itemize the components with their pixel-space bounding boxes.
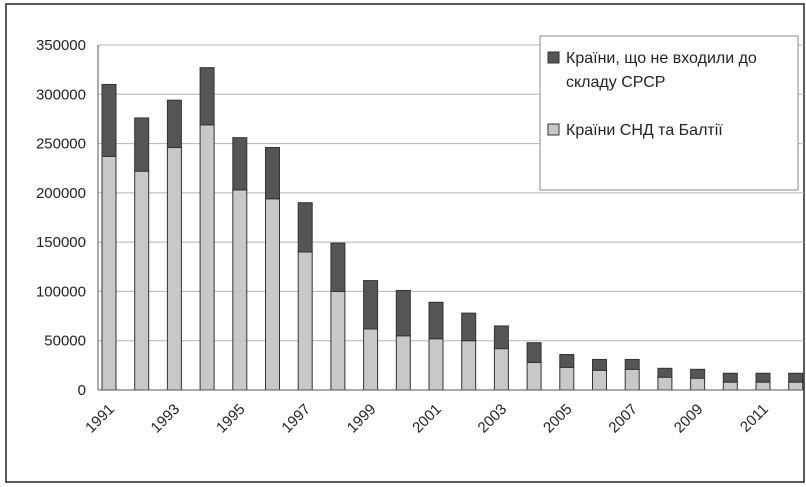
y-tick-label: 100000: [36, 283, 86, 300]
bar-cis-baltic-1996: [265, 198, 280, 391]
bar-non-ussr-2004: [526, 342, 542, 363]
bar-cis-baltic-2002: [461, 340, 477, 391]
bar-cis-baltic-2007: [624, 368, 640, 391]
axes: [97, 45, 804, 391]
y-tick-label: 250000: [36, 136, 86, 153]
bar-non-ussr-1998: [330, 242, 346, 292]
legend-swatch: [547, 123, 560, 136]
bar-cis-baltic-1999: [363, 328, 379, 391]
bar-cis-baltic-2011: [755, 381, 771, 391]
bar-cis-baltic-1992: [134, 170, 150, 391]
bar-non-ussr-2011: [755, 372, 771, 383]
bar-non-ussr-2003: [493, 325, 509, 350]
bar-cis-baltic-2001: [428, 338, 444, 391]
bar-cis-baltic-2008: [657, 376, 673, 391]
bar-cis-baltic-1993: [166, 147, 182, 391]
legend-label: складу СРСР: [566, 74, 665, 91]
bar-cis-baltic-1995: [232, 189, 248, 391]
bar-non-ussr-1992: [134, 117, 150, 172]
y-axis-ticks: 0 50000 100000 150000 200000 250000 300000 3500…: [36, 37, 86, 399]
bar-non-ussr-2008: [657, 367, 673, 378]
y-tick-label: 0: [78, 382, 86, 399]
y-tick-label: 150000: [36, 234, 86, 251]
bar-non-ussr-2005: [559, 354, 575, 368]
y-tick-label: 300000: [36, 86, 86, 103]
bar-cis-baltic-2003: [493, 348, 509, 391]
bar-cis-baltic-2010: [722, 381, 738, 391]
bar-cis-baltic-2012: [788, 381, 804, 391]
bar-cis-baltic-2004: [526, 361, 542, 391]
bar-non-ussr-1993: [166, 99, 182, 149]
legend: Країни, що не входили до складу СРСР Країн…: [539, 35, 799, 191]
bars: [101, 67, 804, 391]
bar-cis-baltic-2005: [559, 366, 575, 391]
bar-cis-baltic-1997: [297, 251, 313, 391]
bar-non-ussr-2009: [690, 368, 706, 379]
bar-cis-baltic-2000: [395, 335, 411, 391]
y-tick-label: 350000: [36, 37, 86, 54]
bar-non-ussr-2010: [722, 372, 738, 383]
bar-non-ussr-2007: [624, 358, 640, 370]
bar-non-ussr-1996: [265, 147, 280, 200]
bar-cis-baltic-1994: [199, 124, 215, 391]
bar-non-ussr-2001: [428, 301, 444, 340]
bar-non-ussr-2006: [592, 358, 607, 371]
bar-non-ussr-2000: [395, 289, 411, 337]
bar-non-ussr-2012: [788, 372, 804, 383]
bar-non-ussr-1994: [199, 67, 215, 126]
y-tick-label: 50000: [44, 333, 86, 350]
bar-non-ussr-1995: [232, 137, 248, 191]
bar-cis-baltic-1991: [101, 155, 117, 391]
y-tick-label: 200000: [36, 185, 86, 202]
legend-swatch: [547, 51, 560, 64]
bar-non-ussr-2002: [461, 312, 477, 342]
bar-non-ussr-1991: [101, 83, 117, 157]
legend-box: [539, 35, 799, 191]
bar-cis-baltic-2006: [592, 369, 607, 391]
legend-label: Країни СНД та Балтії: [566, 122, 723, 139]
legend-label: Країни, що не входили до: [566, 50, 757, 67]
bar-cis-baltic-1998: [330, 290, 346, 391]
bar-non-ussr-1997: [297, 202, 313, 253]
bar-non-ussr-1999: [363, 280, 379, 330]
bar-cis-baltic-2009: [690, 377, 706, 391]
